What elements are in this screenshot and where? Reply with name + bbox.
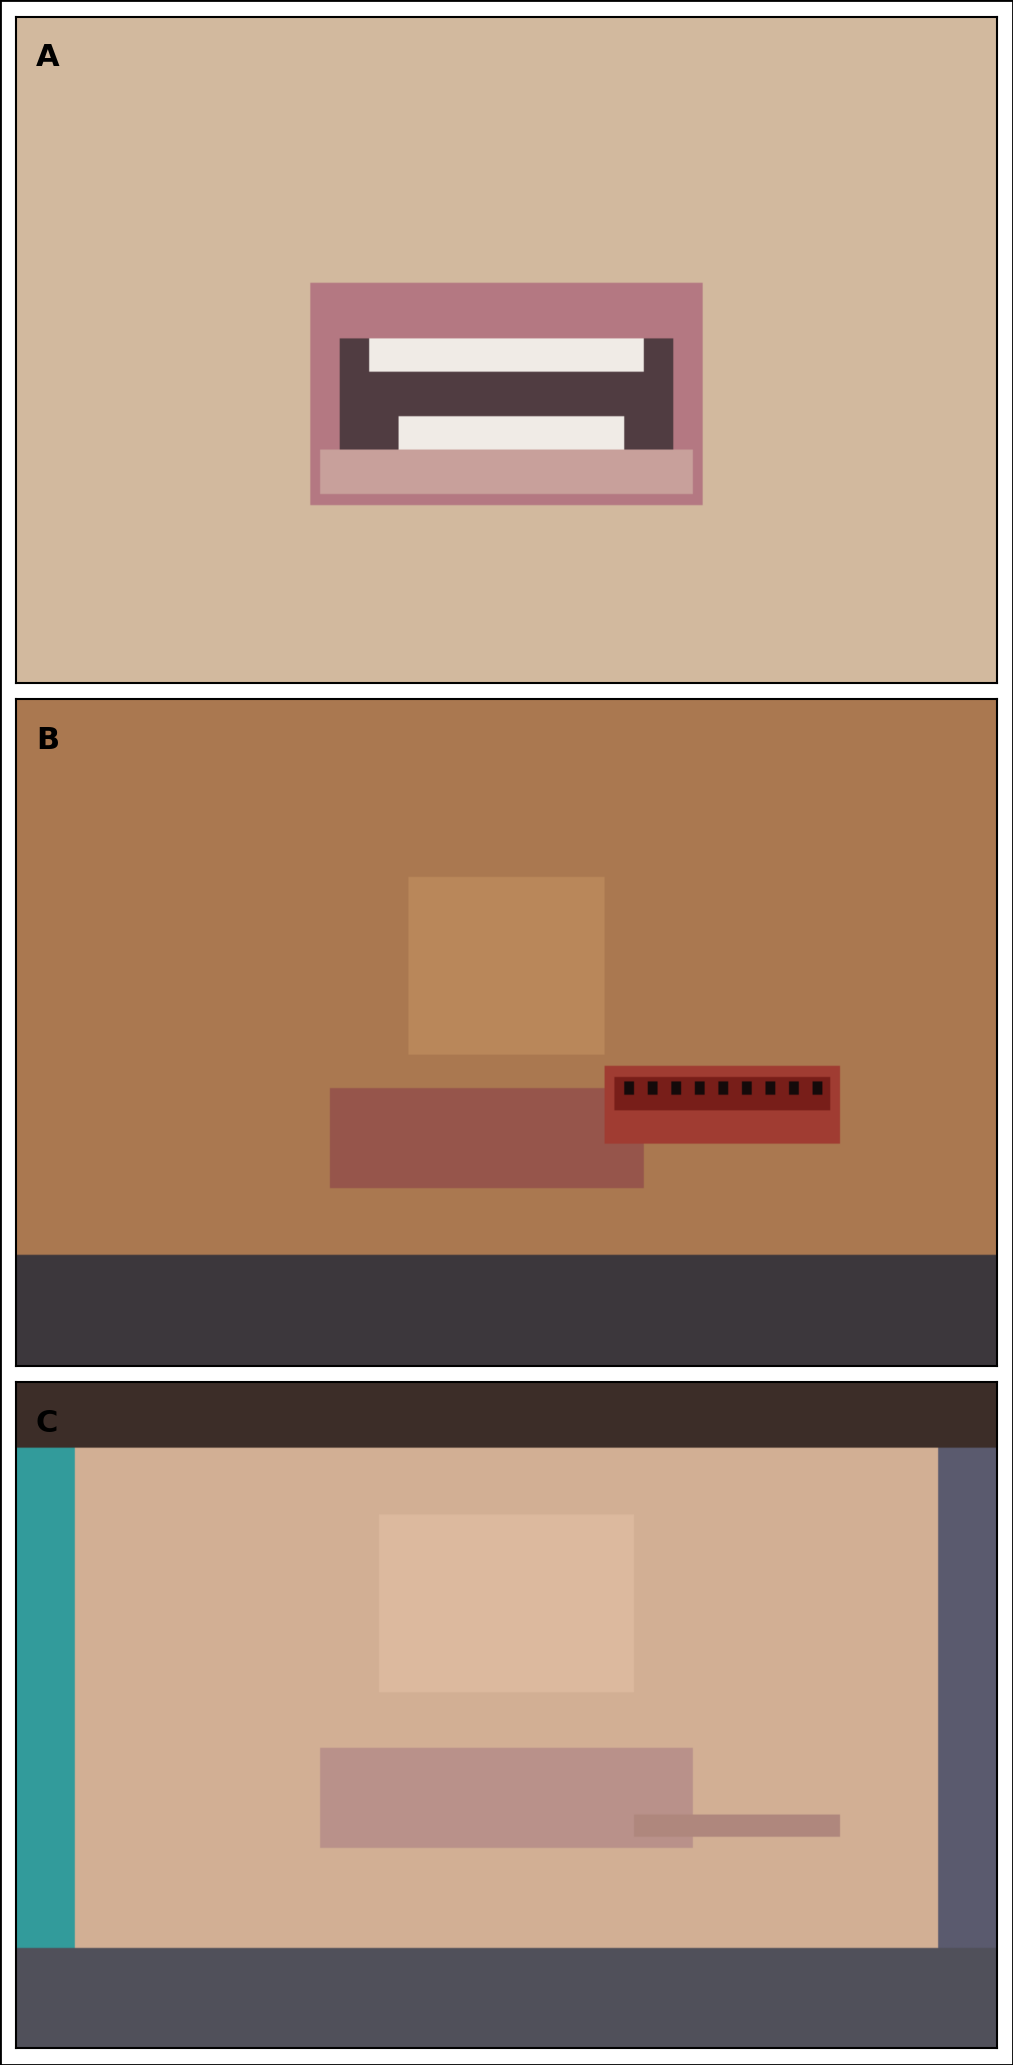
Text: A: A	[35, 43, 60, 72]
Text: C: C	[35, 1408, 58, 1437]
Text: B: B	[35, 727, 59, 756]
